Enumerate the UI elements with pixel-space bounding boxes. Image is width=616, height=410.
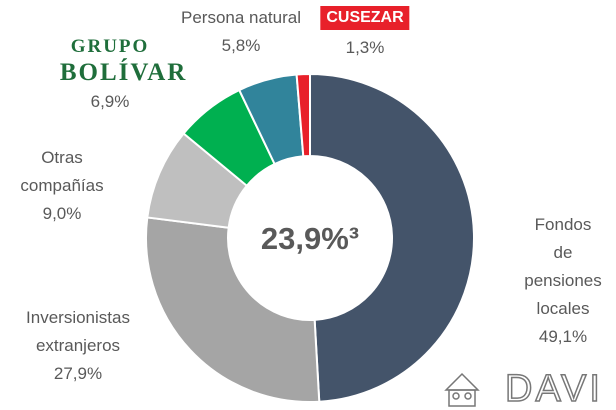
value-label: 5,8% [221,36,261,55]
value-label: 1,3% [345,38,385,57]
brand-logo: DAVI [504,367,603,410]
category-label: Otras compañías [20,148,104,195]
category-label: Inversionistas extranjeros [26,308,130,355]
donut-segment [309,72,475,403]
donut-segment [295,72,311,158]
value-label: 27,9% [53,364,103,383]
house-icon [444,372,480,407]
value-label: 49,1% [538,327,588,346]
donut-segment [145,216,321,403]
center-label: 23,9%³ [261,221,359,256]
category-label: Persona natural [180,8,302,27]
category-label: CUSEZAR [320,6,410,30]
category-label: Fondos de pensiones locales [524,215,602,318]
value-label: 6,9% [90,92,130,111]
value-label: 9,0% [42,204,82,223]
category-label: GRUPO BOLÍVAR [59,36,188,86]
